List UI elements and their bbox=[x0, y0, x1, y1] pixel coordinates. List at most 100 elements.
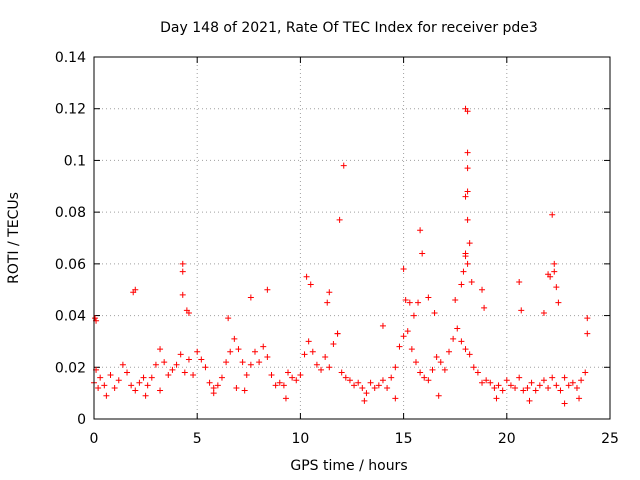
y-tick-label: 0.14 bbox=[55, 50, 86, 66]
data-point bbox=[289, 374, 296, 381]
data-point bbox=[305, 338, 312, 345]
data-point bbox=[388, 374, 395, 381]
data-point bbox=[144, 382, 151, 389]
data-point bbox=[280, 382, 287, 389]
x-tick-label: 15 bbox=[395, 431, 413, 447]
data-point bbox=[318, 366, 325, 373]
data-point bbox=[549, 211, 556, 218]
data-point bbox=[437, 359, 444, 366]
data-point bbox=[293, 377, 300, 384]
data-point bbox=[458, 281, 465, 288]
data-point bbox=[578, 377, 585, 384]
data-point bbox=[326, 364, 333, 371]
data-point bbox=[512, 384, 519, 391]
data-point bbox=[573, 384, 580, 391]
x-tick-label: 20 bbox=[498, 431, 516, 447]
grid bbox=[94, 57, 610, 419]
data-point bbox=[303, 273, 310, 280]
data-point bbox=[464, 216, 471, 223]
data-point bbox=[161, 359, 168, 366]
data-point bbox=[185, 356, 192, 363]
data-point bbox=[412, 359, 419, 366]
data-point bbox=[97, 374, 104, 381]
data-point bbox=[231, 335, 238, 342]
data-point bbox=[400, 266, 407, 273]
data-point bbox=[301, 351, 308, 358]
data-point bbox=[194, 348, 201, 355]
data-point bbox=[392, 395, 399, 402]
data-point bbox=[487, 379, 494, 386]
data-point bbox=[520, 387, 527, 394]
data-point bbox=[584, 315, 591, 322]
ticks bbox=[93, 56, 611, 420]
data-point bbox=[450, 335, 457, 342]
data-point bbox=[458, 338, 465, 345]
data-point bbox=[470, 364, 477, 371]
data-point bbox=[103, 392, 110, 399]
data-point bbox=[367, 379, 374, 386]
data-point bbox=[402, 297, 409, 304]
data-point bbox=[532, 387, 539, 394]
y-tick-label: 0 bbox=[77, 412, 86, 428]
data-point bbox=[375, 382, 382, 389]
x-axis-label: GPS time / hours bbox=[290, 458, 407, 474]
data-point bbox=[326, 289, 333, 296]
data-point bbox=[239, 359, 246, 366]
x-tick-label: 25 bbox=[601, 431, 619, 447]
data-point bbox=[462, 105, 469, 112]
data-point bbox=[565, 382, 572, 389]
data-point bbox=[241, 387, 248, 394]
data-point bbox=[462, 250, 469, 257]
data-point bbox=[526, 397, 533, 404]
data-point bbox=[379, 322, 386, 329]
data-point bbox=[256, 359, 263, 366]
data-point bbox=[330, 341, 337, 348]
data-point bbox=[173, 361, 180, 368]
x-tick-label: 5 bbox=[193, 431, 202, 447]
data-point bbox=[124, 369, 131, 376]
data-point bbox=[540, 377, 547, 384]
data-point bbox=[340, 162, 347, 169]
data-point bbox=[359, 384, 366, 391]
data-point bbox=[536, 382, 543, 389]
data-point bbox=[177, 351, 184, 358]
data-point bbox=[282, 395, 289, 402]
data-point bbox=[417, 369, 424, 376]
data-point bbox=[190, 372, 197, 379]
data-point bbox=[446, 348, 453, 355]
x-tick-label: 10 bbox=[291, 431, 309, 447]
data-point bbox=[547, 273, 554, 280]
data-point bbox=[576, 395, 583, 402]
data-point bbox=[493, 395, 500, 402]
data-point bbox=[338, 369, 345, 376]
data-point bbox=[479, 286, 486, 293]
data-point bbox=[210, 384, 217, 391]
data-point bbox=[540, 309, 547, 316]
chart-title: Day 148 of 2021, Rate Of TEC Index for r… bbox=[160, 20, 538, 36]
data-point bbox=[363, 390, 370, 397]
data-point bbox=[313, 361, 320, 368]
data-point bbox=[421, 374, 428, 381]
data-point bbox=[551, 260, 558, 267]
y-tick-label: 0.06 bbox=[55, 257, 86, 273]
data-point bbox=[351, 382, 358, 389]
data-point bbox=[225, 315, 232, 322]
data-point bbox=[429, 366, 436, 373]
data-point bbox=[549, 374, 556, 381]
data-point bbox=[243, 372, 250, 379]
y-tick-label: 0.08 bbox=[55, 205, 86, 221]
data-point bbox=[454, 325, 461, 332]
data-point bbox=[460, 268, 467, 275]
data-point bbox=[452, 297, 459, 304]
data-point bbox=[157, 346, 164, 353]
data-point bbox=[417, 227, 424, 234]
data-point bbox=[582, 369, 589, 376]
data-point bbox=[553, 284, 560, 291]
data-point bbox=[518, 307, 525, 314]
data-point bbox=[342, 374, 349, 381]
data-point bbox=[128, 382, 135, 389]
data-point bbox=[92, 315, 99, 322]
data-point bbox=[555, 299, 562, 306]
data-point bbox=[324, 299, 331, 306]
